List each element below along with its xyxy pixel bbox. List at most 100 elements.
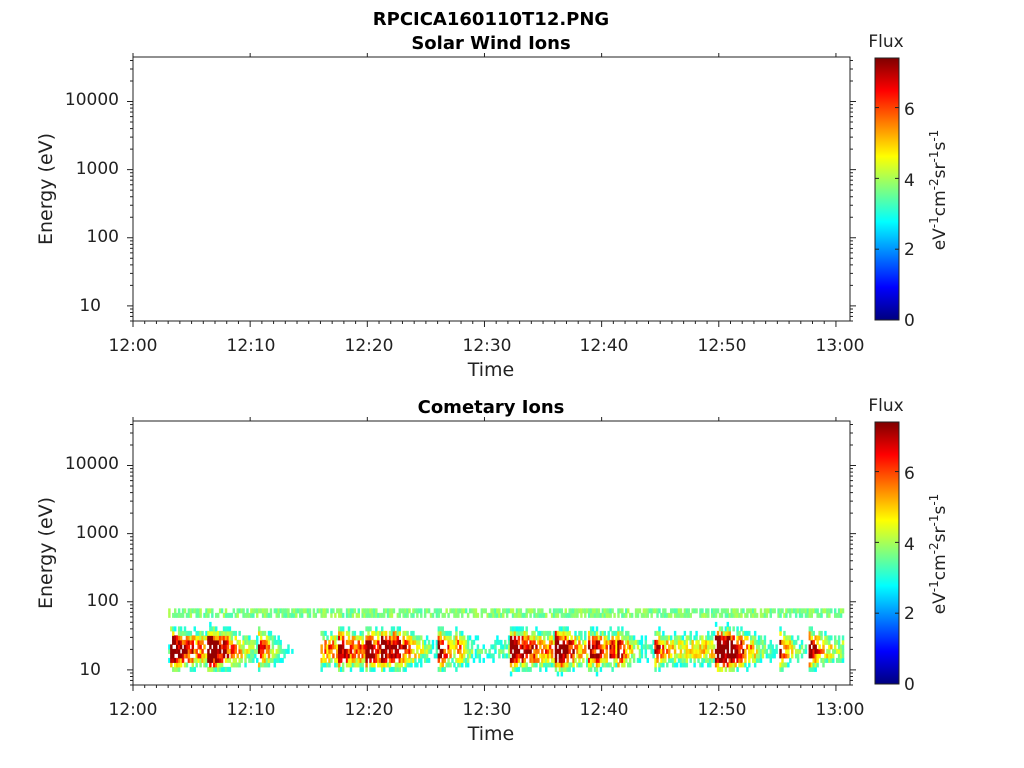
flux-cell bbox=[261, 608, 265, 614]
flux-cell bbox=[515, 608, 519, 614]
flux-cell bbox=[297, 608, 300, 614]
flux-cell bbox=[174, 635, 177, 641]
flux-cell bbox=[367, 653, 370, 659]
flux-cell bbox=[835, 612, 839, 618]
flux-cell bbox=[712, 612, 716, 618]
flux-cell bbox=[418, 644, 421, 650]
flux-cell bbox=[812, 608, 815, 614]
flux-cell bbox=[572, 657, 575, 663]
flux-cell bbox=[449, 653, 452, 659]
flux-cell bbox=[462, 639, 466, 645]
flux-cell bbox=[775, 648, 778, 654]
flux-cell bbox=[586, 653, 589, 659]
flux-cell bbox=[269, 648, 273, 654]
flux-cell bbox=[744, 662, 747, 668]
flux-cell bbox=[470, 644, 474, 650]
flux-cell bbox=[595, 635, 599, 641]
flux-cell bbox=[343, 653, 347, 659]
flux-cell bbox=[543, 653, 546, 659]
flux-cell bbox=[644, 644, 648, 650]
flux-cell bbox=[802, 608, 806, 614]
flux-cell bbox=[613, 630, 616, 636]
colorbar-title: Flux bbox=[868, 32, 903, 52]
flux-cell bbox=[322, 662, 325, 668]
flux-cell bbox=[224, 612, 228, 618]
flux-cell bbox=[525, 648, 528, 654]
flux-cell bbox=[605, 648, 608, 654]
flux-cell bbox=[650, 648, 653, 654]
flux-cell bbox=[408, 639, 411, 645]
flux-cell bbox=[373, 644, 376, 650]
flux-cell bbox=[564, 662, 567, 668]
flux-cell bbox=[347, 639, 351, 645]
flux-cell bbox=[216, 630, 220, 636]
flux-cell bbox=[384, 648, 388, 654]
flux-cell bbox=[789, 608, 792, 614]
flux-cell bbox=[341, 653, 345, 659]
flux-cell bbox=[753, 608, 757, 614]
flux-cell bbox=[824, 657, 827, 663]
flux-cell bbox=[697, 657, 700, 663]
flux-cell bbox=[750, 635, 753, 641]
flux-cell bbox=[560, 657, 564, 663]
flux-cell bbox=[515, 666, 519, 672]
flux-cell bbox=[835, 648, 839, 654]
flux-cell bbox=[441, 657, 444, 663]
flux-cell bbox=[365, 608, 368, 614]
flux-cell bbox=[714, 635, 718, 641]
x-tick-label: 12:00 bbox=[109, 336, 158, 356]
flux-cell bbox=[587, 635, 591, 641]
flux-cell bbox=[548, 648, 552, 654]
flux-cell bbox=[552, 662, 556, 668]
flux-cell bbox=[355, 644, 359, 650]
flux-cell bbox=[177, 662, 181, 668]
flux-cell bbox=[222, 635, 226, 641]
flux-cell bbox=[322, 630, 325, 636]
flux-cell bbox=[349, 666, 353, 672]
flux-cell bbox=[691, 608, 694, 614]
flux-cell bbox=[556, 662, 560, 668]
flux-cell bbox=[367, 644, 370, 650]
flux-cell bbox=[519, 644, 523, 650]
flux-cell bbox=[796, 653, 800, 659]
flux-cell bbox=[627, 644, 630, 650]
flux-cell bbox=[740, 662, 743, 668]
x-tick-labels: 12:00 12:10 12:20 12:30 12:40 12:50 13:0… bbox=[109, 336, 865, 356]
flux-cell bbox=[835, 639, 839, 645]
flux-cell bbox=[833, 644, 837, 650]
flux-cell bbox=[392, 630, 396, 636]
flux-cell bbox=[236, 608, 239, 614]
flux-cell bbox=[179, 657, 183, 663]
flux-cell bbox=[365, 653, 368, 659]
flux-cell bbox=[203, 635, 206, 641]
flux-cell bbox=[541, 612, 544, 618]
flux-cell bbox=[757, 635, 761, 641]
flux-cell bbox=[587, 657, 591, 663]
flux-cell bbox=[691, 653, 694, 659]
flux-cell bbox=[396, 639, 400, 645]
flux-cell bbox=[580, 630, 583, 636]
flux-cell bbox=[658, 626, 661, 632]
flux-cell bbox=[779, 662, 782, 668]
flux-cell bbox=[568, 639, 571, 645]
flux-cell bbox=[371, 644, 374, 650]
flux-cell bbox=[476, 648, 480, 654]
flux-cell bbox=[461, 635, 464, 641]
flux-cell bbox=[572, 666, 575, 672]
flux-cell bbox=[677, 644, 681, 650]
flux-cell bbox=[839, 612, 843, 618]
flux-cell bbox=[478, 657, 482, 663]
flux-cell bbox=[443, 635, 446, 641]
flux-cell bbox=[716, 653, 720, 659]
flux-cell bbox=[830, 644, 833, 650]
flux-cell bbox=[712, 608, 716, 614]
flux-cell bbox=[205, 662, 208, 668]
flux-cell bbox=[476, 644, 480, 650]
flux-cell bbox=[363, 648, 366, 654]
flux-cell bbox=[683, 644, 687, 650]
flux-cell bbox=[570, 644, 573, 650]
flux-cell bbox=[693, 653, 696, 659]
flux-cell bbox=[513, 644, 517, 650]
flux-cell bbox=[558, 635, 562, 641]
flux-cell bbox=[531, 662, 534, 668]
